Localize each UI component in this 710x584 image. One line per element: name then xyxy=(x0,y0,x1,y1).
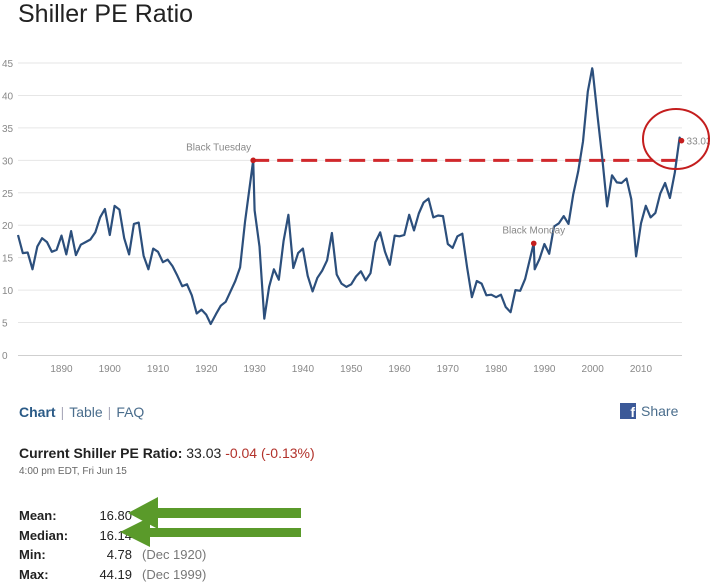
y-tick-label: 30 xyxy=(2,156,14,167)
y-tick-label: 0 xyxy=(2,351,8,362)
stat-row-min: Min: 4.78 (Dec 1920) xyxy=(19,545,206,565)
annotation-current-value: 33.03 xyxy=(687,137,710,148)
stat-row-median: Median: 16.14 xyxy=(19,526,206,546)
annotation-black-monday: Black Monday xyxy=(502,225,565,236)
tab-chart[interactable]: Chart xyxy=(19,404,56,420)
x-tick-label: 1970 xyxy=(437,364,460,375)
series-line xyxy=(18,68,682,324)
x-tick-label: 1960 xyxy=(388,364,411,375)
annotation-marker xyxy=(531,241,537,247)
y-tick-label: 25 xyxy=(2,189,14,200)
share-button[interactable]: f Share xyxy=(620,403,678,419)
annotation-black-tuesday: Black Tuesday xyxy=(186,142,251,153)
stat-row-max: Max: 44.19 (Dec 1999) xyxy=(19,565,206,584)
stat-label: Max: xyxy=(19,567,79,582)
x-axis-tick-labels: 1890 1900 1910 1920 1930 1940 1950 1960 1970 1980… xyxy=(50,364,652,375)
timestamp: 4:00 pm EDT, Fri Jun 15 xyxy=(19,466,127,477)
stats-table: Mean: 16.80 Median: 16.14 Min: 4.78 (Dec… xyxy=(19,506,206,584)
tab-separator: | xyxy=(108,404,112,420)
chart-annotations: Black Tuesday Black Monday 33.03 xyxy=(186,137,710,247)
chart-view-tabs: Chart|Table|FAQ xyxy=(19,404,144,420)
tab-table[interactable]: Table xyxy=(69,404,102,420)
current-value-line: Current Shiller PE Ratio: 33.03 -0.04 (-… xyxy=(19,445,315,461)
x-tick-label: 1990 xyxy=(533,364,556,375)
y-tick-label: 15 xyxy=(2,254,14,265)
x-tick-label: 1930 xyxy=(244,364,267,375)
stat-date: (Dec 1920) xyxy=(142,547,206,562)
stat-value: 44.19 xyxy=(79,567,132,582)
stat-value: 4.78 xyxy=(79,547,132,562)
stat-label: Median: xyxy=(19,528,79,543)
stat-row-mean: Mean: 16.80 xyxy=(19,506,206,526)
y-tick-label: 20 xyxy=(2,221,14,232)
x-tick-label: 1950 xyxy=(340,364,363,375)
stat-label: Mean: xyxy=(19,508,79,523)
x-tick-label: 2000 xyxy=(582,364,605,375)
x-tick-label: 1980 xyxy=(485,364,508,375)
current-change: -0.04 (-0.13%) xyxy=(225,445,314,461)
facebook-icon: f xyxy=(620,403,636,419)
x-tick-label: 2010 xyxy=(630,364,653,375)
y-tick-label: 35 xyxy=(2,124,14,135)
y-tick-label: 40 xyxy=(2,91,14,102)
y-tick-label: 5 xyxy=(2,319,8,330)
x-tick-label: 1900 xyxy=(99,364,122,375)
x-tick-label: 1910 xyxy=(147,364,170,375)
y-axis-tick-labels: 0 5 10 15 20 25 30 35 40 45 xyxy=(2,59,14,362)
stat-label: Min: xyxy=(19,547,79,562)
current-value: 33.03 xyxy=(186,445,221,461)
tab-separator: | xyxy=(61,404,65,420)
chart-grid xyxy=(18,63,682,323)
tab-faq[interactable]: FAQ xyxy=(116,404,144,420)
share-label: Share xyxy=(641,403,678,419)
annotation-marker xyxy=(679,138,685,144)
y-tick-label: 10 xyxy=(2,286,14,297)
x-tick-label: 1940 xyxy=(292,364,315,375)
page-title: Shiller PE Ratio xyxy=(18,0,193,29)
stat-value: 16.14 xyxy=(79,528,132,543)
x-tick-label: 1890 xyxy=(50,364,73,375)
stat-value: 16.80 xyxy=(79,508,132,523)
annotation-marker xyxy=(250,158,256,164)
stat-date: (Dec 1999) xyxy=(142,567,206,582)
current-label: Current Shiller PE Ratio: xyxy=(19,445,182,461)
x-tick-label: 1920 xyxy=(195,364,218,375)
y-tick-label: 45 xyxy=(2,59,14,70)
